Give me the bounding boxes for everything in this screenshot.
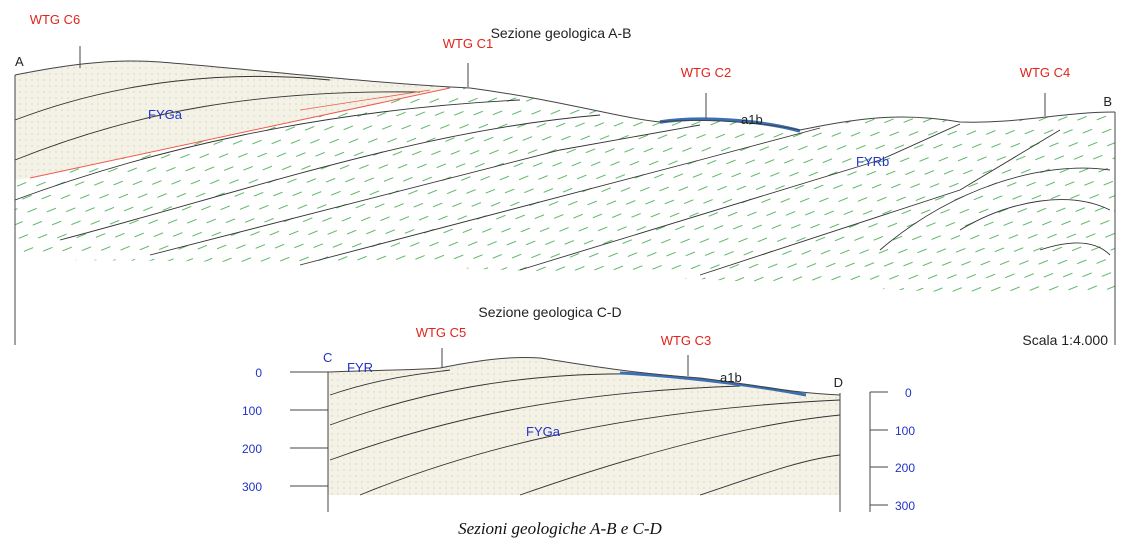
unit-label: FYGa (526, 424, 561, 439)
turbine-label: WTG C3 (661, 333, 712, 348)
alluvium-a1b (619, 371, 807, 397)
topography (327, 356, 841, 396)
end-label: C (323, 350, 332, 365)
strata (14, 75, 1111, 276)
unit-label: FYGa (148, 107, 183, 122)
depth-label: 300 (895, 499, 915, 513)
depth-label: 200 (242, 442, 262, 456)
turbine-label: WTG C2 (681, 65, 732, 80)
topography (14, 60, 1116, 131)
fault-line (29, 87, 451, 179)
unit-label: a1b (720, 370, 742, 385)
strata (329, 369, 841, 496)
ab-fyga-unit (15, 60, 450, 180)
section-title: Sezione geologica C-D (478, 304, 621, 320)
depth-label: 100 (895, 424, 915, 438)
turbine-label: WTG C1 (443, 36, 494, 51)
end-label: B (1103, 94, 1112, 109)
section-cd: Sezione geologica C-D C D WTG C5 WTG C3 … (242, 304, 915, 513)
unit-label: FYR (347, 360, 373, 375)
depth-label: 100 (242, 404, 262, 418)
caption: Sezioni geologiche A-B e C-D (458, 519, 662, 538)
section-ab: A B Sezione geologica A-B WTG C6 WTG C1 … (14, 12, 1116, 348)
unit-label: FYRb (856, 154, 889, 169)
depth-label: 0 (905, 386, 912, 400)
turbine-label: WTG C6 (30, 12, 81, 27)
depth-label: 300 (242, 480, 262, 494)
depth-label: 0 (255, 366, 262, 380)
end-label: A (15, 54, 24, 69)
turbine-label: WTG C5 (416, 325, 467, 340)
end-label: D (834, 375, 843, 390)
unit-label: a1b (741, 112, 763, 127)
section-title: Sezione geologica A-B (491, 25, 632, 41)
depth-label: 200 (895, 461, 915, 475)
turbine-label: WTG C4 (1020, 65, 1071, 80)
fault-line (299, 89, 431, 111)
scale-label: Scala 1:4.000 (1022, 332, 1108, 348)
